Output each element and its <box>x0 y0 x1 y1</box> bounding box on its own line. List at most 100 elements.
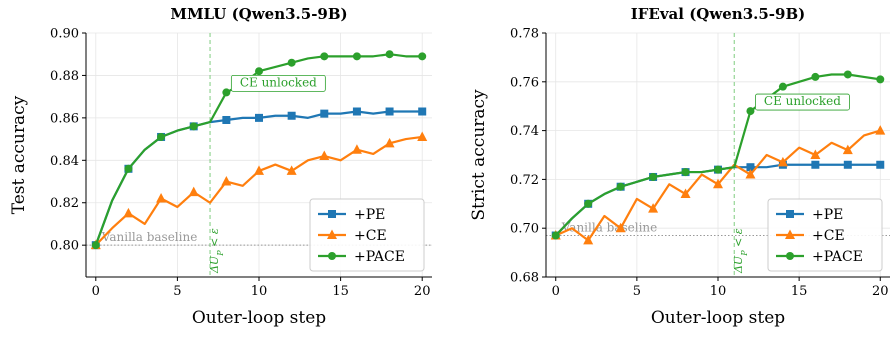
mmlu-pe-point <box>287 111 296 120</box>
mmlu-ce-point <box>188 186 199 197</box>
mmlu-pe-point <box>222 115 231 124</box>
ifeval-xlabel: Outer-loop step <box>651 308 785 328</box>
mmlu-xtick-label: 5 <box>173 284 181 299</box>
mmlu-legend-ce-marker <box>327 229 337 239</box>
ifeval-pace-point <box>681 168 690 177</box>
mmlu-pe-point <box>320 109 329 118</box>
mmlu-pace-point <box>385 50 394 59</box>
mmlu-ytick-label: 0.88 <box>50 69 79 84</box>
mmlu-pe-point <box>255 113 263 122</box>
mmlu-ce-point <box>417 131 428 141</box>
ifeval-pe-point <box>843 160 852 169</box>
ifeval-xtick-label: 20 <box>872 284 889 299</box>
mmlu-pace-point <box>287 58 296 67</box>
ifeval-ytick-label: 0.78 <box>510 27 539 42</box>
mmlu-xtick-label: 20 <box>414 284 431 299</box>
ifeval-annotation-text: CE unlocked <box>764 94 841 108</box>
mmlu-xlabel: Outer-loop step <box>192 308 326 328</box>
ifeval-legend-pace-label: +PACE <box>812 249 863 265</box>
mmlu-ytick-label: 0.82 <box>50 196 79 211</box>
mmlu-ylabel: Test accuracy <box>9 95 29 214</box>
ifeval-ce-point <box>615 222 626 233</box>
ifeval-pace-point <box>551 231 560 240</box>
mmlu-pace-point <box>91 241 100 250</box>
ifeval-annotation-box <box>755 93 850 111</box>
ifeval-ce-point <box>680 188 691 199</box>
ifeval-legend <box>767 198 883 272</box>
ifeval-ytick-label: 0.76 <box>510 75 539 90</box>
mmlu-pace-point <box>418 52 427 61</box>
ifeval-xtick-label: 0 <box>552 284 560 299</box>
mmlu-threshold-label: ΔUP < ε <box>208 228 225 274</box>
ifeval-xtick-label: 10 <box>710 284 727 299</box>
mmlu-ytick-label: 0.86 <box>50 111 79 126</box>
mmlu-pace-point <box>352 52 361 61</box>
mmlu-baseline-label: Vanilla baseline <box>101 230 198 244</box>
ifeval-ce-point <box>745 169 756 179</box>
ifeval-pace-point <box>876 75 885 84</box>
ifeval-pe-point <box>876 160 885 169</box>
mmlu-xtick-label: 0 <box>92 284 100 299</box>
ifeval-pace-point <box>843 70 852 79</box>
ifeval-pe-point <box>811 160 820 169</box>
ifeval-ytick-label: 0.72 <box>510 173 539 188</box>
ifeval-pace-point <box>778 82 787 91</box>
mmlu-ytick-label: 0.80 <box>50 239 79 254</box>
mmlu-pace-point <box>222 88 231 97</box>
mmlu-ce-point <box>286 165 297 175</box>
ifeval-ce-point <box>810 149 821 159</box>
ifeval-pace-point <box>616 182 625 191</box>
ifeval-ce-point <box>842 144 853 155</box>
mmlu-legend <box>309 198 425 272</box>
mmlu-pace-point <box>124 164 133 173</box>
ifeval-ytick-label: 0.70 <box>510 222 539 237</box>
mmlu-xtick-label: 10 <box>251 284 268 299</box>
mmlu-legend-pace-marker <box>328 252 336 260</box>
ifeval-pace-point <box>746 107 755 116</box>
ifeval-legend-pe-label: +PE <box>812 207 843 223</box>
mmlu-ce-point <box>254 165 264 175</box>
ifeval-ylabel: Strict accuracy <box>469 89 489 221</box>
mmlu-pace-point <box>157 132 166 141</box>
mmlu-ce-point <box>319 150 330 161</box>
ifeval-panel: Vanilla baseline ΔUP < ε CE unlocked 0 5 10 15… <box>469 5 890 328</box>
ifeval-pace-point <box>649 172 658 181</box>
ifeval-legend-ce-label: +CE <box>812 228 845 244</box>
ifeval-baseline-label: Vanilla baseline <box>561 221 658 235</box>
ifeval-pace-point <box>584 199 593 208</box>
ifeval-ytick-label: 0.68 <box>510 271 539 286</box>
ifeval-legend-ce-marker <box>785 229 795 239</box>
mmlu-ce-point <box>351 144 362 154</box>
mmlu-legend-pe-label: +PE <box>354 207 385 223</box>
mmlu-pe-point <box>352 107 361 116</box>
mmlu-pace-point <box>320 52 329 61</box>
ifeval-title: IFEval (Qwen3.5-9B) <box>631 5 806 23</box>
mmlu-pace-point <box>189 122 198 131</box>
mmlu-pace-point <box>255 67 263 76</box>
mmlu-ce-point <box>156 192 167 203</box>
ifeval-ce-point <box>583 234 594 245</box>
mmlu-ce-point <box>384 137 395 148</box>
ifeval-legend-pace-marker <box>786 252 794 260</box>
ifeval-ce-point <box>713 178 723 189</box>
mmlu-pe-point <box>418 107 427 116</box>
mmlu-panel: Vanilla baseline ΔUP < ε CE unlocked 0 5 10 15… <box>9 5 432 328</box>
mmlu-annotation-text: CE unlocked <box>240 75 317 89</box>
ifeval-ytick-label: 0.74 <box>510 124 539 139</box>
mmlu-ce-point <box>123 207 134 218</box>
mmlu-ce-point <box>221 176 232 186</box>
ifeval-pe-point <box>746 163 755 172</box>
mmlu-title: MMLU (Qwen3.5-9B) <box>170 5 347 23</box>
mmlu-ytick-label: 0.84 <box>50 154 79 169</box>
mmlu-pe-point <box>385 107 394 116</box>
ifeval-xtick-label: 5 <box>633 284 641 299</box>
ifeval-ce-point <box>777 156 788 167</box>
mmlu-legend-pace-label: +PACE <box>354 249 405 265</box>
ifeval-ce-point <box>648 203 659 213</box>
mmlu-xtick-label: 15 <box>332 284 349 299</box>
mmlu-legend-pe-marker <box>328 210 336 218</box>
ifeval-pace-point <box>714 165 722 174</box>
ifeval-threshold-label: ΔUP < ε <box>732 228 749 274</box>
ifeval-ce-point <box>875 125 886 135</box>
